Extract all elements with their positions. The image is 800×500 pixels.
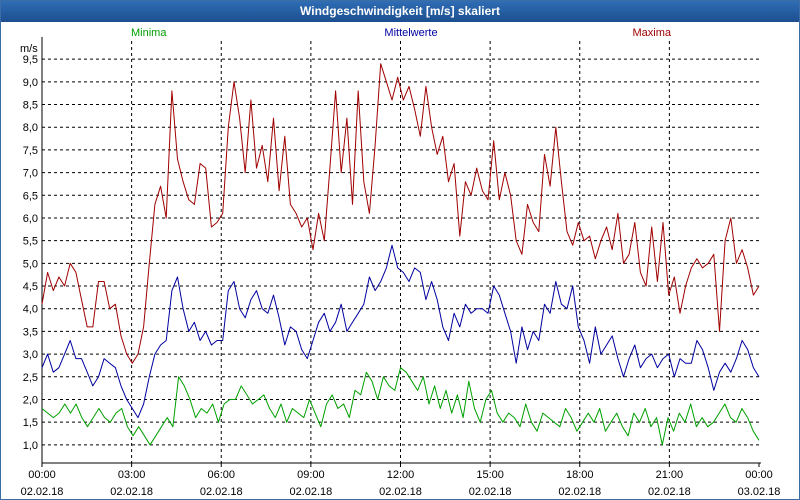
- legend: Minima Mittelwerte Maxima: [131, 27, 672, 39]
- y-tick-label: 6,5: [23, 190, 38, 202]
- grid: [42, 41, 759, 463]
- x-tick-date: 02.02.18: [558, 486, 601, 498]
- y-tick-label: 7,0: [23, 168, 38, 180]
- wind-speed-chart: 1,0 1,5 2,0 2,5 3,0 3,5 4,0 4,5 5,0 5,5 6,0 6,5 7,0 7…: [20, 27, 781, 498]
- x-tick-time: 21:00: [656, 469, 684, 481]
- y-tick-label: 3,0: [23, 349, 38, 361]
- x-tick-time: 18:00: [566, 469, 594, 481]
- chart-title: Windgeschwindigkeit [m/s] skaliert: [1, 1, 799, 22]
- x-tick-date: 03.02.18: [738, 486, 781, 498]
- y-tick-label: 1,5: [23, 417, 38, 429]
- y-tick-label: 3,5: [23, 326, 38, 338]
- x-tick-time: 03:00: [118, 469, 146, 481]
- x-tick-time: 00:00: [745, 469, 773, 481]
- legend-mittelwerte: Mittelwerte: [384, 27, 437, 39]
- x-tick-time: 15:00: [476, 469, 504, 481]
- x-tick-time: 12:00: [387, 469, 415, 481]
- legend-maxima: Maxima: [632, 27, 671, 39]
- x-tick-time: 09:00: [297, 469, 325, 481]
- y-tick-label: 9,0: [23, 77, 38, 89]
- x-tick-date: 02.02.18: [648, 486, 691, 498]
- x-tick-date: 02.02.18: [289, 486, 332, 498]
- y-tick-label: 8,5: [23, 100, 38, 112]
- y-tick-label: 4,0: [23, 304, 38, 316]
- y-axis-ticks: 1,0 1,5 2,0 2,5 3,0 3,5 4,0 4,5 5,0 5,5 6,0 6,5 7,0 7…: [23, 54, 38, 452]
- y-tick-label: 4,5: [23, 281, 38, 293]
- y-tick-label: 1,0: [23, 440, 38, 452]
- y-tick-label: 9,5: [23, 54, 38, 66]
- series-line-maxima: [41, 63, 760, 364]
- y-tick-label: 5,5: [23, 236, 38, 248]
- series-lines: [41, 63, 760, 446]
- y-axis-label: m/s: [20, 43, 38, 55]
- y-tick-label: 6,0: [23, 213, 38, 225]
- legend-minima: Minima: [131, 27, 167, 39]
- x-tick-date: 02.02.18: [379, 486, 422, 498]
- x-axis-ticks: 00:00 02.02.18 03:00 02.02.18 06:00 02.02.18 0…: [21, 463, 781, 498]
- x-tick-date: 02.02.18: [110, 486, 153, 498]
- series-line-mittelwerte: [41, 244, 760, 419]
- x-tick-time: 00:00: [28, 469, 56, 481]
- x-tick-date: 02.02.18: [200, 486, 243, 498]
- x-tick-date: 02.02.18: [469, 486, 512, 498]
- y-tick-label: 5,0: [23, 258, 38, 270]
- y-tick-label: 2,5: [23, 372, 38, 384]
- y-tick-label: 2,0: [23, 394, 38, 406]
- axes: [41, 37, 761, 464]
- y-tick-label: 7,5: [23, 145, 38, 157]
- x-tick-time: 06:00: [207, 469, 235, 481]
- y-tick-label: 8,0: [23, 122, 38, 134]
- x-tick-date: 02.02.18: [21, 486, 64, 498]
- series-line-minima: [41, 367, 760, 446]
